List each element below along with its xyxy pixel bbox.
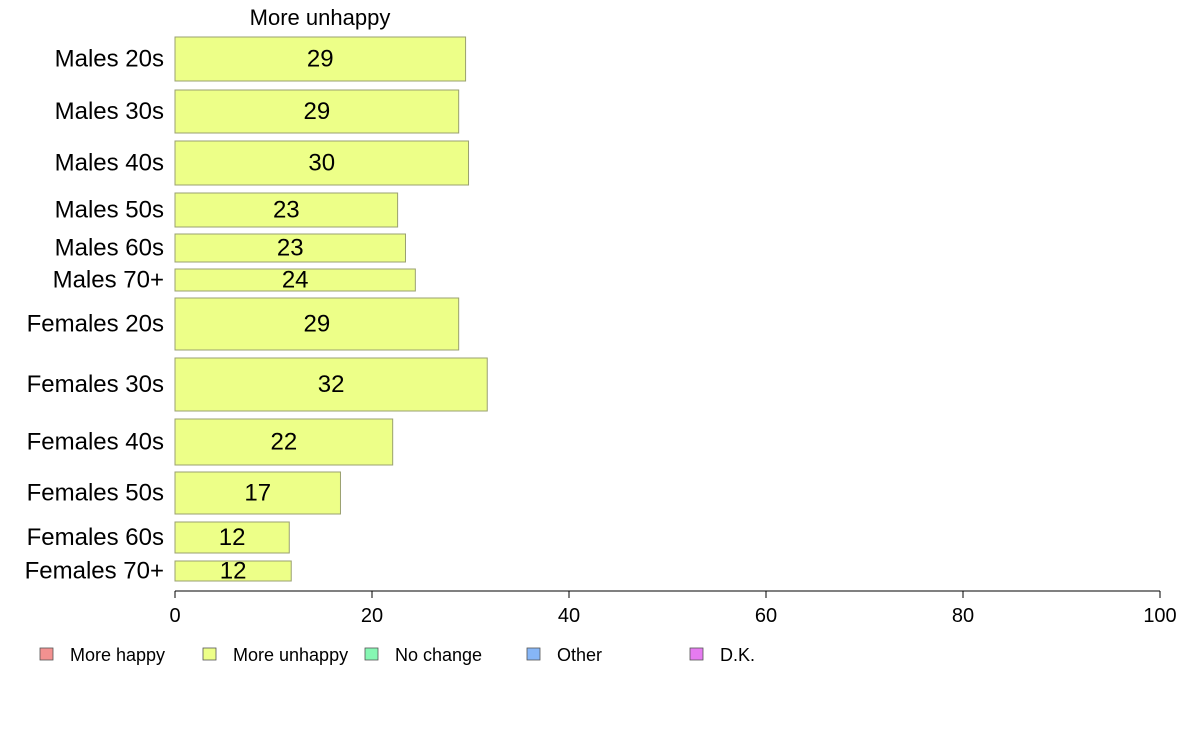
category-label: Females 20s	[27, 311, 164, 338]
legend-label-more-happy: More happy	[70, 645, 165, 665]
legend-swatch-more-unhappy	[202, 647, 217, 661]
category-label: Males 50s	[55, 197, 164, 224]
bar-females-70plus	[174, 560, 292, 582]
bar-value-label: 32	[318, 371, 345, 398]
category-label: Males 70+	[53, 267, 164, 294]
bar-value-label: 23	[273, 197, 300, 224]
x-tick-label: 0	[169, 605, 180, 627]
bar-value-label: 29	[303, 311, 330, 338]
bar-value-label: 29	[307, 46, 334, 73]
legend-swatch-more-happy	[39, 647, 54, 661]
bar-females-20s	[174, 297, 460, 351]
category-label: Females 30s	[27, 371, 164, 398]
legend-swatch-other	[526, 647, 541, 661]
x-tick-label: 100	[1143, 605, 1176, 627]
category-label: Females 60s	[27, 524, 164, 551]
category-label: Males 40s	[55, 150, 164, 177]
category-label: Females 40s	[27, 429, 164, 456]
bars-layer: 29 Males 20s 29 Males 30s 30 Males 40s 23 Males…	[25, 36, 488, 585]
legend-swatch-no-change	[364, 647, 379, 661]
bar-value-label: 24	[282, 267, 309, 294]
bar-value-label: 23	[277, 235, 304, 262]
x-tick-label: 40	[558, 605, 580, 627]
legend-swatch-d-k	[689, 647, 704, 661]
x-tick-label: 60	[755, 605, 777, 627]
category-label: Males 60s	[55, 235, 164, 262]
bar-females-30s	[174, 357, 488, 412]
category-label: Females 70+	[25, 558, 164, 585]
x-tick-label: 80	[952, 605, 974, 627]
bar-value-label: 29	[303, 98, 330, 125]
legend: More happy More unhappy No change Other D.K.	[39, 645, 755, 665]
bar-value-label: 17	[244, 480, 271, 507]
bar-males-70plus	[174, 268, 416, 292]
bar-males-60s	[174, 233, 406, 263]
category-label: Males 30s	[55, 98, 164, 125]
bar-males-40s	[174, 140, 470, 186]
legend-label-no-change: No change	[395, 645, 482, 665]
bar-males-20s	[174, 36, 467, 82]
bar-males-30s	[174, 89, 460, 134]
category-label: Males 20s	[55, 46, 164, 73]
bar-value-label: 12	[219, 524, 246, 551]
legend-label-more-unhappy: More unhappy	[233, 645, 348, 665]
bar-value-label: 30	[308, 150, 335, 177]
legend-label-d-k: D.K.	[720, 645, 755, 665]
category-label: Females 50s	[27, 480, 164, 507]
bar-females-40s	[174, 418, 394, 466]
chart-title: More unhappy	[250, 5, 391, 30]
x-tick-label: 20	[361, 605, 383, 627]
bar-females-60s	[174, 521, 290, 554]
x-axis: 0 20 40 60 80 100	[169, 590, 1177, 627]
bar-value-label: 12	[220, 558, 247, 585]
legend-label-other: Other	[557, 645, 602, 665]
bar-females-50s	[174, 471, 341, 515]
bar-males-50s	[174, 192, 399, 228]
bar-value-label: 22	[270, 429, 297, 456]
